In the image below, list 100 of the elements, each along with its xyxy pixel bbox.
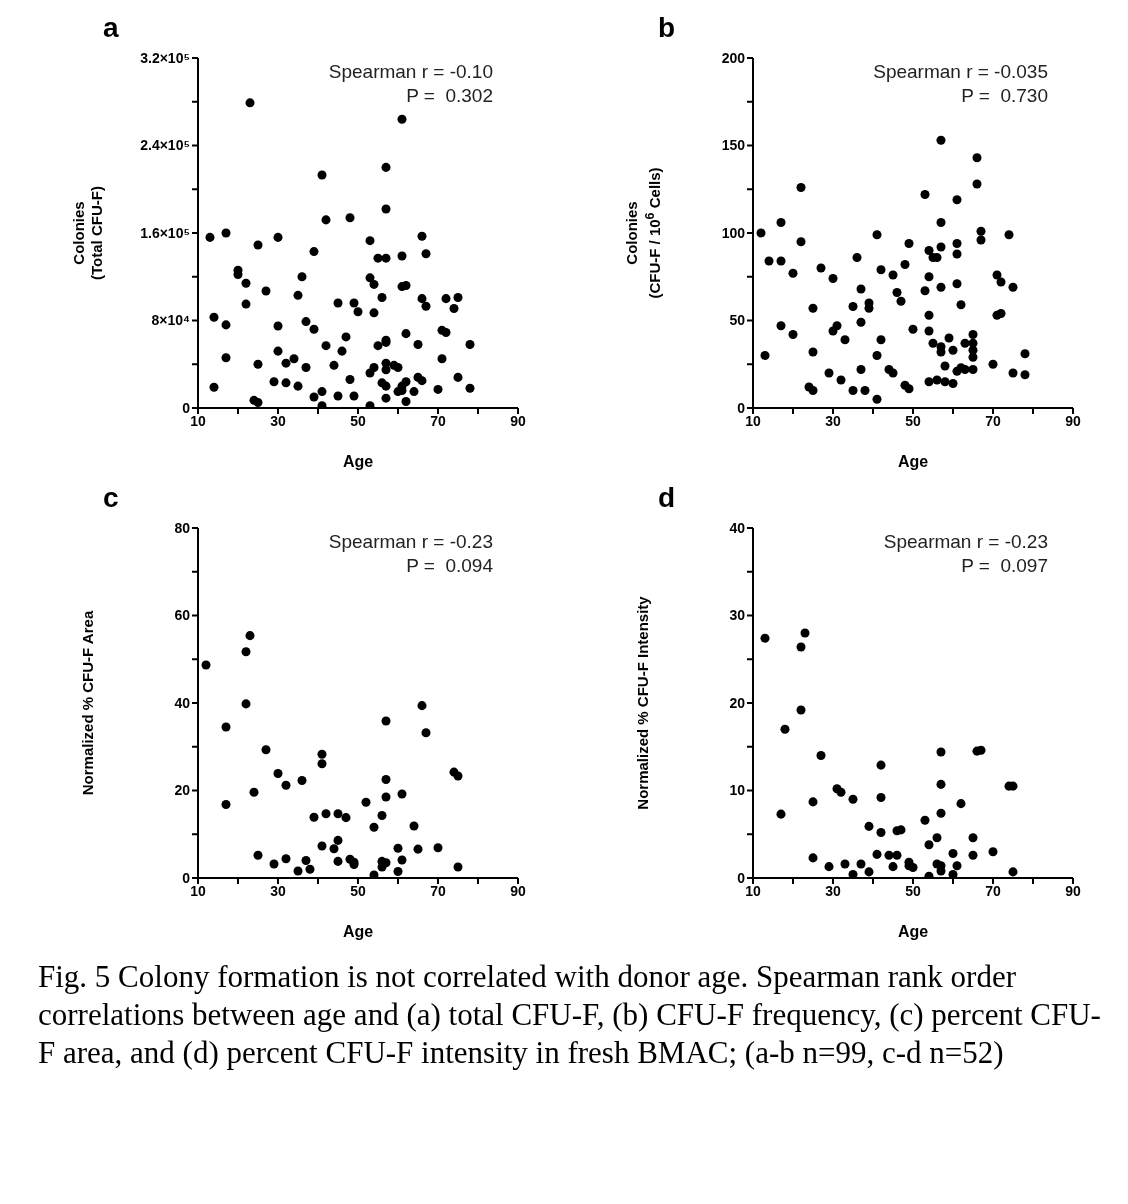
x-tick-label: 90 [1065,412,1081,429]
point [848,794,858,804]
y-tick-label: 100 [721,224,746,241]
x-tick-label: 70 [430,882,446,899]
point [369,822,379,832]
point [249,787,259,797]
point [1008,867,1018,877]
x-tick-label: 50 [350,412,366,429]
point [892,850,902,860]
point [393,866,403,876]
point [908,862,918,873]
point [968,850,978,860]
x-tick-label: 50 [905,412,921,429]
y-axis-title: Normalized % CFU-F Area [79,609,97,798]
annotation: P = 0.097 [960,554,1048,578]
point [800,628,810,638]
x-tick-label: 90 [1065,882,1081,899]
x-tick-label: 30 [825,412,841,429]
point [293,866,303,876]
point [241,699,251,709]
point [876,760,886,770]
point [948,848,958,859]
point [780,724,790,734]
annotation: Spearman r = -0.23 [883,530,1048,554]
y-tick-label: 30 [729,607,746,624]
y-tick-label: 60 [174,607,191,624]
point [796,642,806,652]
point [948,869,958,878]
point [309,812,319,822]
point [816,750,826,761]
point [317,841,327,851]
point [988,847,998,857]
chart-title: d [658,482,676,514]
annotation: Spearman r = -0.035 [873,60,1048,84]
annotation: Spearman r = -0.10 [328,60,493,84]
point [856,859,866,869]
point [321,809,331,819]
point [836,787,846,797]
y-tick-label: 20 [729,694,746,711]
point [317,759,327,769]
point [776,809,786,819]
point [952,861,962,871]
y-tick-label: 10 [729,782,746,799]
point [273,768,283,778]
point [876,792,886,803]
y-axis-title: Colonies (Total CFU-F) [70,185,106,282]
point [417,701,427,711]
point [301,855,311,866]
point [317,749,327,759]
point [329,844,339,854]
x-tick-label: 30 [270,882,286,899]
point [377,810,387,820]
x-tick-label: 50 [905,882,921,899]
point [381,792,391,802]
point [796,705,806,715]
x-tick-label: 50 [350,882,366,899]
point [393,843,403,853]
x-tick-label: 70 [430,412,446,429]
point [201,660,211,670]
y-tick-label: 0 [182,869,191,886]
point [760,633,770,643]
point [409,821,419,831]
point [956,799,966,809]
y-tick-label: 8×10⁴ [151,312,191,329]
point [361,797,371,807]
y-tick-label: 1.6×10⁵ [140,224,190,241]
point [872,849,882,859]
point [920,815,930,825]
x-tick-label: 90 [510,412,526,429]
point [245,631,255,641]
point [840,859,850,869]
point [808,797,818,807]
chart-title: b [658,12,676,44]
point [297,775,307,785]
point [413,844,423,854]
point [381,716,391,726]
point [864,867,874,877]
y-tick-label: 40 [174,694,191,711]
point [936,808,946,818]
point [305,864,315,874]
x-tick-label: 30 [270,412,286,429]
point [253,850,263,860]
point [221,722,231,732]
x-axis-title: Age [896,453,930,471]
y-tick-label: 40 [729,519,746,536]
y-tick-label: 0 [737,869,746,886]
point [221,799,231,810]
point [369,870,379,878]
point [397,855,407,865]
point [333,835,343,845]
point [453,771,463,781]
point [453,862,463,872]
annotation: Spearman r = -0.23 [328,530,493,554]
point [269,859,279,869]
point [281,780,291,790]
x-tick-label: 30 [825,882,841,899]
point [896,825,906,835]
annotation: P = 0.302 [405,84,493,108]
y-tick-label: 80 [174,519,191,536]
x-tick-label: 90 [510,882,526,899]
